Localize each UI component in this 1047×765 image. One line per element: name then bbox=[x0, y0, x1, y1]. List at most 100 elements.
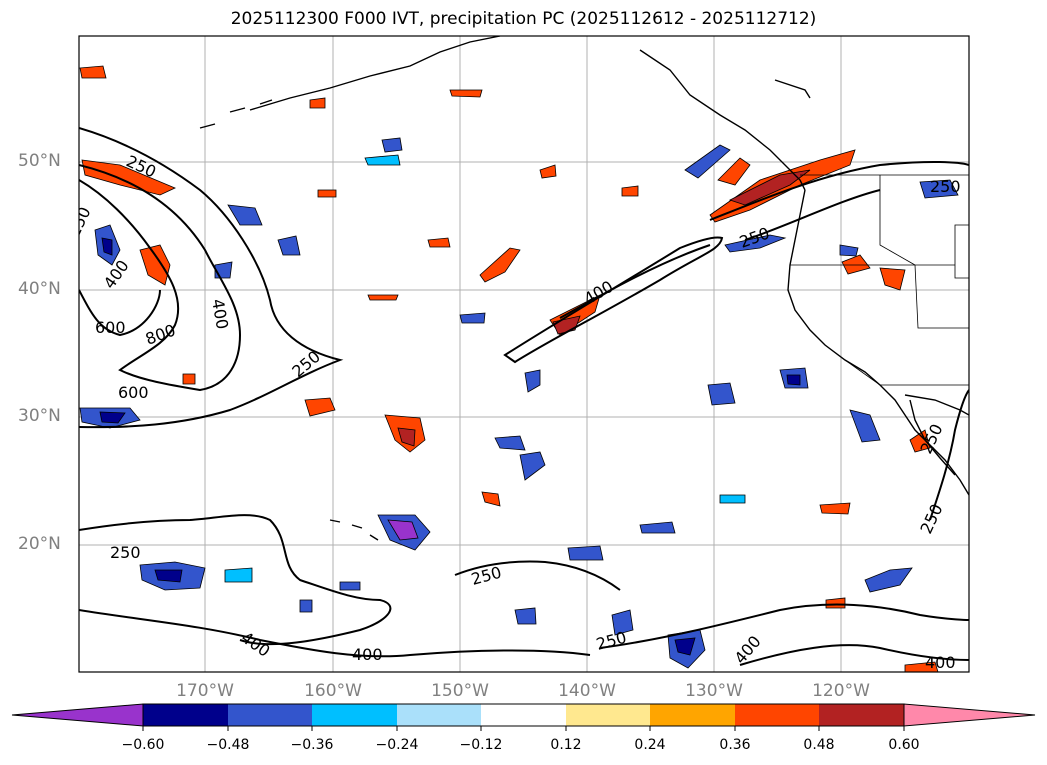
precip-blob bbox=[397, 427, 416, 447]
precip-blob bbox=[717, 157, 751, 186]
precip-blob bbox=[639, 521, 676, 534]
lon-label: 150°W bbox=[431, 681, 489, 701]
us-state-border bbox=[844, 359, 969, 386]
colorbar-segment bbox=[312, 704, 397, 726]
precip-blob bbox=[724, 234, 787, 253]
precip-blob bbox=[719, 494, 746, 504]
precip-blob bbox=[227, 204, 263, 226]
precip-blob bbox=[684, 144, 731, 179]
precip-blob bbox=[539, 164, 557, 179]
contour-label: 600 bbox=[95, 318, 126, 337]
precip-blob bbox=[919, 179, 959, 199]
colorbar-tick-label: 0.36 bbox=[719, 737, 751, 753]
alaska-coast bbox=[249, 36, 501, 111]
precip-positive-areas bbox=[79, 65, 939, 672]
ivt-contour-250-ne2 bbox=[744, 189, 881, 241]
contour-label: 400 bbox=[925, 653, 956, 672]
ivt-contour-250-coast bbox=[929, 389, 969, 521]
us-state-border bbox=[879, 175, 916, 266]
precip-blob bbox=[786, 374, 801, 386]
precip-blob bbox=[317, 189, 337, 198]
political-borders bbox=[790, 174, 969, 386]
ivt-contour-600 bbox=[79, 289, 161, 337]
colorbar-segment bbox=[566, 704, 650, 726]
colorbar-segment bbox=[143, 704, 228, 726]
precip-blob bbox=[825, 597, 846, 609]
colorbar-tick-label: 0.24 bbox=[634, 737, 666, 753]
precip-blob bbox=[459, 312, 486, 324]
contour-label: 250 bbox=[930, 177, 961, 196]
colorbar-segment bbox=[481, 704, 566, 726]
precip-blob bbox=[494, 435, 526, 451]
mexico-coast bbox=[904, 394, 969, 416]
ivt-contours bbox=[79, 127, 969, 666]
alaska-islands bbox=[199, 99, 273, 129]
precip-blob bbox=[849, 409, 881, 443]
contour-label: 400 bbox=[352, 645, 383, 664]
precip-blob bbox=[79, 65, 107, 79]
precip-negative-areas bbox=[79, 137, 959, 669]
precip-blob bbox=[101, 237, 113, 256]
map-frame bbox=[78, 35, 970, 673]
colorbar-segment bbox=[397, 704, 481, 726]
precip-blob bbox=[819, 502, 851, 515]
precip-blob bbox=[214, 261, 233, 279]
colorbar-tick-label: 0.60 bbox=[888, 737, 920, 753]
precip-blob bbox=[309, 97, 326, 109]
colorbar-tick-label: −0.24 bbox=[375, 737, 419, 753]
lat-label: 20°N bbox=[18, 534, 61, 554]
colorbar-segment bbox=[650, 704, 735, 726]
precip-blob bbox=[304, 397, 336, 417]
precip-blob bbox=[381, 137, 403, 153]
gridlines bbox=[79, 36, 969, 672]
island-nw bbox=[774, 79, 811, 99]
colorbar-tick-label: 0.48 bbox=[803, 737, 835, 753]
us-state-border bbox=[914, 264, 969, 329]
colorbar-border bbox=[142, 703, 905, 727]
coastlines bbox=[199, 36, 969, 541]
precip-blob bbox=[427, 237, 451, 248]
precip-blob bbox=[367, 294, 399, 301]
colorbar-tick-label: −0.48 bbox=[206, 737, 250, 753]
ivt-contour-400-se bbox=[739, 644, 969, 666]
precip-blob bbox=[909, 429, 931, 453]
precip-blob bbox=[481, 491, 501, 507]
precip-blob bbox=[567, 545, 604, 561]
colorbar-extend-low bbox=[11, 703, 144, 727]
colorbar-tick-label: −0.60 bbox=[121, 737, 165, 753]
precip-blob bbox=[879, 267, 906, 291]
hawaii-islands bbox=[329, 519, 379, 541]
precip-blob bbox=[387, 519, 419, 541]
precip-blob bbox=[707, 382, 736, 406]
precip-blob bbox=[621, 185, 639, 197]
baja-coast bbox=[909, 399, 956, 476]
precip-blob bbox=[479, 247, 521, 283]
map-background bbox=[79, 36, 969, 672]
ivt-contour-250-s bbox=[454, 560, 621, 591]
bc-coast bbox=[639, 49, 806, 191]
ivt-contour-400 bbox=[79, 164, 242, 392]
colorbar-segment bbox=[735, 704, 819, 726]
colorbar-tick-label: 0.12 bbox=[550, 737, 582, 753]
precip-blob bbox=[339, 581, 361, 591]
lat-label: 30°N bbox=[18, 406, 61, 426]
precip-blob bbox=[519, 451, 546, 481]
ivt-contour-400-s bbox=[79, 609, 591, 658]
precip-blob bbox=[674, 637, 696, 656]
precip-blob bbox=[81, 159, 176, 196]
precip-blob bbox=[99, 411, 126, 424]
lon-label: 130°W bbox=[685, 681, 743, 701]
west-coast bbox=[787, 189, 969, 496]
lat-label: 40°N bbox=[18, 279, 61, 299]
us-state-border bbox=[954, 224, 969, 279]
map-title: 2025112300 F000 IVT, precipitation PC (2… bbox=[230, 9, 817, 29]
colorbar-extend-high bbox=[903, 703, 1036, 727]
precip-blob bbox=[182, 373, 196, 385]
precip-blob bbox=[514, 607, 537, 625]
lon-label: 160°W bbox=[304, 681, 362, 701]
contour-label: 600 bbox=[118, 383, 149, 402]
ivt-contour-400-ar bbox=[559, 244, 711, 319]
ivt-contour-250-se bbox=[599, 603, 969, 649]
lon-label: 120°W bbox=[812, 681, 870, 701]
